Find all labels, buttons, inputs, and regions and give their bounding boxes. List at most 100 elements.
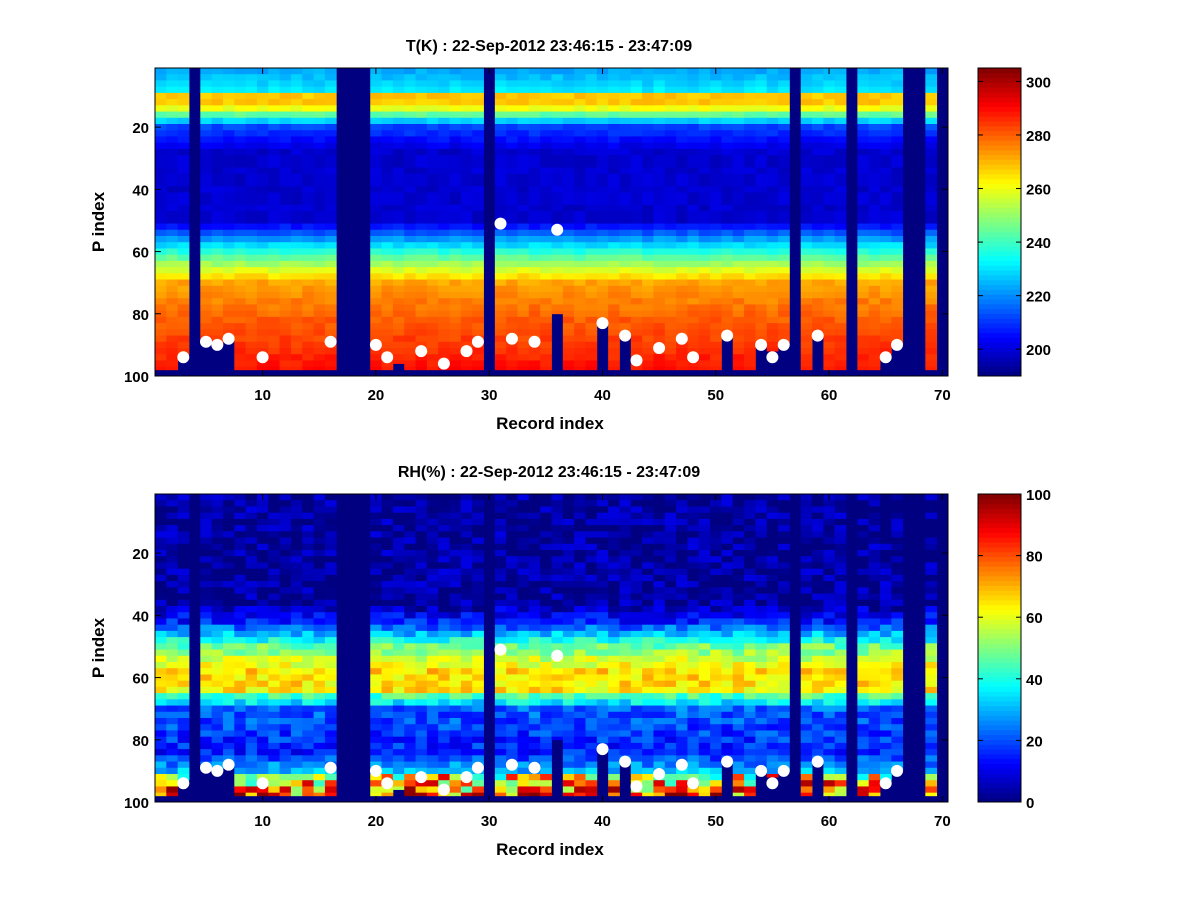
heatmap-cell (268, 699, 281, 706)
heatmap-cell (676, 248, 688, 256)
heatmap-cell (234, 568, 247, 576)
heatmap-cell (290, 292, 303, 299)
heatmap-cell (540, 204, 552, 212)
heatmap-cell (857, 198, 870, 206)
heatmap-cell (744, 167, 756, 175)
heatmap-cell (630, 130, 643, 137)
heatmap-cell (619, 68, 632, 75)
heatmap-cell (155, 593, 167, 601)
heatmap-cell (608, 525, 620, 532)
heatmap-cell (268, 260, 281, 268)
heatmap-cell (880, 229, 892, 237)
heatmap-cell (256, 204, 269, 212)
heatmap-cell (687, 74, 700, 81)
heatmap-cell (370, 217, 382, 224)
heatmap-cell (370, 581, 382, 588)
heatmap-cell (392, 668, 405, 675)
heatmap-cell (642, 500, 654, 507)
heatmap-cell (381, 267, 394, 274)
heatmap-cell (404, 254, 416, 262)
heatmap-cell (574, 749, 586, 756)
heatmap-cell (880, 117, 892, 125)
heatmap-cell (880, 198, 892, 206)
heatmap-cell (698, 223, 711, 231)
heatmap-cell (415, 693, 428, 700)
heatmap-cell (653, 148, 666, 156)
heatmap-cell (562, 248, 575, 256)
heatmap-cell (279, 74, 292, 81)
heatmap-cell (415, 130, 428, 137)
heatmap-cell (642, 329, 654, 336)
heatmap-cell (245, 774, 258, 781)
heatmap-cell (653, 323, 666, 330)
heatmap-cell (426, 223, 439, 231)
heatmap-cell (619, 543, 632, 551)
heatmap-cell (562, 204, 575, 212)
heatmap-cell (177, 662, 190, 669)
heatmap-cell (256, 173, 269, 181)
heatmap-cell (766, 260, 779, 268)
heatmap-cell (313, 705, 326, 713)
heatmap-cell (256, 749, 269, 756)
heatmap-cell (880, 173, 892, 181)
heatmap-cell (460, 273, 473, 280)
heatmap-cell (857, 148, 870, 156)
heatmap-cell (460, 543, 473, 551)
heatmap-cell (800, 105, 813, 112)
heatmap-cell (404, 574, 416, 582)
heatmap-cell (732, 341, 745, 349)
heatmap-cell (517, 186, 530, 193)
heatmap-cell (857, 204, 870, 212)
heatmap-cell (290, 537, 303, 545)
heatmap-cell (834, 310, 847, 318)
heatmap-cell (551, 581, 564, 588)
heatmap-cell (642, 562, 654, 570)
heatmap-cell (540, 606, 552, 613)
heatmap-cell (438, 161, 450, 168)
heatmap-cell (302, 279, 314, 287)
heatmap-cell (823, 335, 836, 343)
heatmap-cell (676, 192, 688, 200)
heatmap-cell (302, 568, 314, 576)
heatmap-cell (596, 624, 609, 632)
heatmap-cell (664, 749, 677, 756)
heatmap-cell (687, 217, 700, 224)
heatmap-cell (608, 618, 620, 626)
heatmap-cell (766, 348, 779, 352)
colorbar-band (978, 226, 1021, 233)
heatmap-cell (664, 86, 677, 94)
heatmap-cell (721, 285, 734, 293)
heatmap-cell (778, 279, 790, 287)
heatmap-cell (279, 761, 292, 769)
heatmap-cell (313, 68, 326, 75)
heatmap-cell (234, 161, 247, 168)
heatmap-cell (177, 130, 190, 137)
heatmap-cell (630, 180, 643, 187)
heatmap-cell (166, 724, 179, 731)
heatmap-cell (426, 767, 439, 775)
heatmap-cell (449, 99, 462, 106)
heatmap-cell (290, 105, 303, 112)
heatmap-cell (506, 686, 518, 694)
heatmap-cell (517, 335, 530, 343)
heatmap-cell (392, 742, 405, 750)
heatmap-cell (596, 192, 609, 200)
heatmap-cell (528, 749, 541, 756)
heatmap-cell (324, 662, 337, 669)
heatmap-cell (596, 161, 609, 168)
heatmap-cell (710, 298, 722, 305)
heatmap-cell (166, 217, 179, 224)
heatmap-cell (290, 80, 303, 88)
heatmap-cell (460, 142, 473, 150)
heatmap-cell (234, 192, 247, 200)
heatmap-cell (812, 186, 824, 193)
heatmap-cell (585, 136, 598, 144)
heatmap-cell (290, 581, 303, 588)
heatmap-cell (721, 86, 734, 94)
heatmap-cell (517, 304, 530, 312)
heatmap-cell (313, 506, 326, 514)
heatmap-cell (925, 316, 938, 324)
heatmap-cell (313, 279, 326, 287)
heatmap-cell (551, 198, 564, 206)
heatmap-cell (562, 198, 575, 206)
